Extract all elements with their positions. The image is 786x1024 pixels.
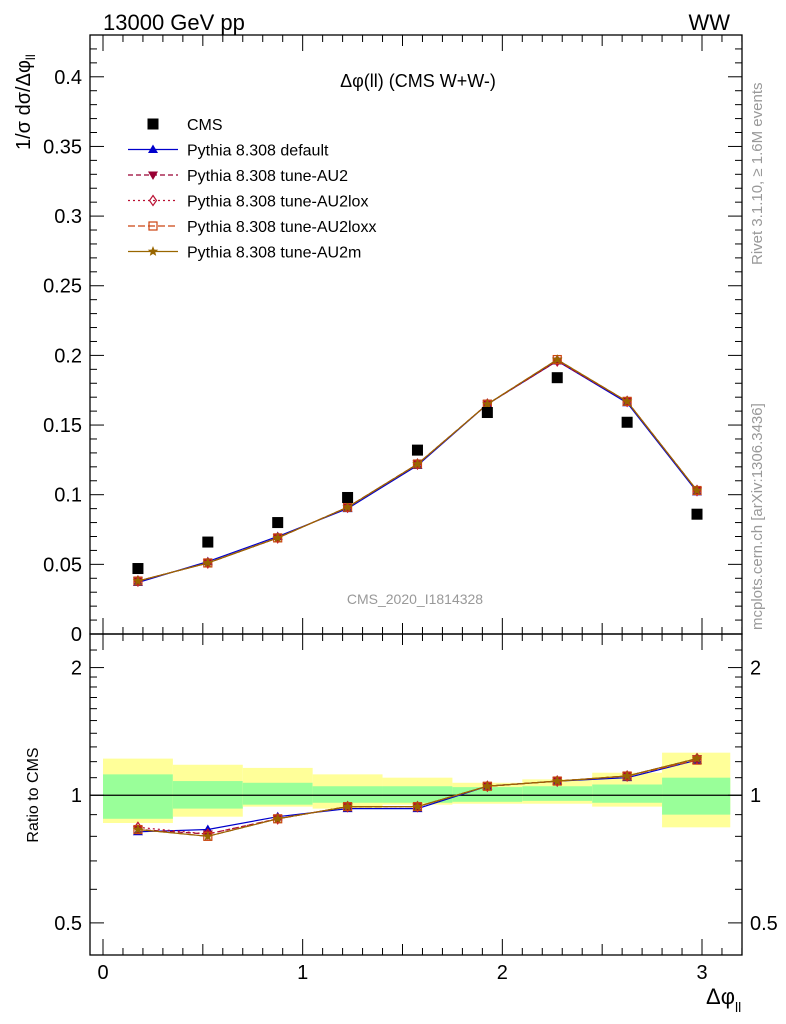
y-tick-label: 0.1 [54,485,82,507]
band-inner-bin [592,784,663,803]
mcplots-info: mcplots.cern.ch [arXiv:1306.3436] [749,403,766,630]
cms-data-point [202,536,214,548]
ratio-plot-frame [89,633,743,956]
cms-data-point [621,416,633,428]
data-point-main [482,398,493,409]
rivet-info: Rivet 3.1.10, ≥ 1.6M events [749,83,766,266]
band-inner-bin [242,782,313,805]
legend-marker [148,144,158,153]
series-line-main [137,360,698,582]
data-point-main [552,354,563,364]
band-inner-bin [103,774,173,819]
plot-title: Δφ(ll) (CMS W+W-) [340,71,496,91]
band-inner-bin [522,786,593,801]
data-point-main [412,458,423,469]
cms-data-point [551,372,563,384]
legend-label: Pythia 8.308 tune-AU2lox [187,194,368,211]
main-ylabel: 1/σ dσ/Δφll [13,54,38,150]
x-tick-label: 1 [297,962,308,984]
data-point-ratio [482,780,493,791]
cms-data-point [132,563,144,575]
data-point-main [202,557,214,568]
cms-data-point [272,517,284,529]
legend-label: Pythia 8.308 tune-AU2 [187,168,348,185]
y-tick-label: 0.35 [43,136,82,158]
ratio-y-tick-label: 0.5 [54,913,82,935]
data-point-main [621,395,633,406]
x-axis-label: Δφll [706,984,741,1015]
ratio-y-tick-label-right: 1 [750,785,761,807]
ratio-y-tick-label-right: 2 [750,658,761,680]
x-tick-label: 2 [497,962,508,984]
legend-marker [148,171,158,180]
legend-label: Pythia 8.308 tune-AU2loxx [187,219,376,236]
y-tick-label: 0.25 [43,276,82,298]
y-tick-label: 0.3 [54,206,82,228]
cms-data-point [481,407,493,419]
data-point-main [691,485,703,495]
data-point-ratio [202,830,214,841]
process-label: WW [688,10,730,35]
ratio-y-tick-label: 1 [71,785,82,807]
ratio-y-tick-label: 2 [71,658,82,680]
band-inner-bin [662,777,731,815]
data-point-main [272,532,283,543]
analysis-watermark: CMS_2020_I1814328 [347,591,483,607]
data-point-ratio [272,813,283,824]
y-tick-label: 0.4 [54,67,82,89]
data-point-main [342,501,353,512]
legend-marker [148,194,158,207]
data-point-ratio [691,753,703,764]
y-tick-label: 0.15 [43,415,82,437]
data-point-ratio [132,824,144,834]
data-point-main [132,575,144,586]
legend-label: Pythia 8.308 tune-AU2m [187,245,361,262]
data-point-ratio [621,770,633,781]
beam-label: 13000 GeV pp [103,10,245,35]
legend-label: CMS [187,117,223,134]
legend-marker [147,246,159,256]
y-tick-label: 0.2 [54,345,82,367]
cms-data-point [411,444,423,456]
band-inner-bin [312,786,383,803]
series-line-main [137,360,698,584]
legend-label: Pythia 8.308 default [187,143,329,160]
ratio-ylabel: Ratio to CMS [25,747,42,842]
band-inner-bin [382,786,453,803]
x-tick-label: 0 [97,962,108,984]
data-point-ratio [342,801,353,812]
y-tick-label: 0.05 [43,554,82,576]
legend-marker [147,118,159,130]
legend-marker [148,221,158,231]
ratio-y-tick-label-right: 0.5 [750,913,778,935]
x-tick-label: 3 [696,962,707,984]
data-point-ratio [552,775,563,786]
cms-data-point [691,508,703,520]
series-line-main [137,358,698,582]
y-tick-label: 0 [71,624,82,646]
cms-data-point [342,491,354,503]
data-point-ratio [412,801,423,812]
